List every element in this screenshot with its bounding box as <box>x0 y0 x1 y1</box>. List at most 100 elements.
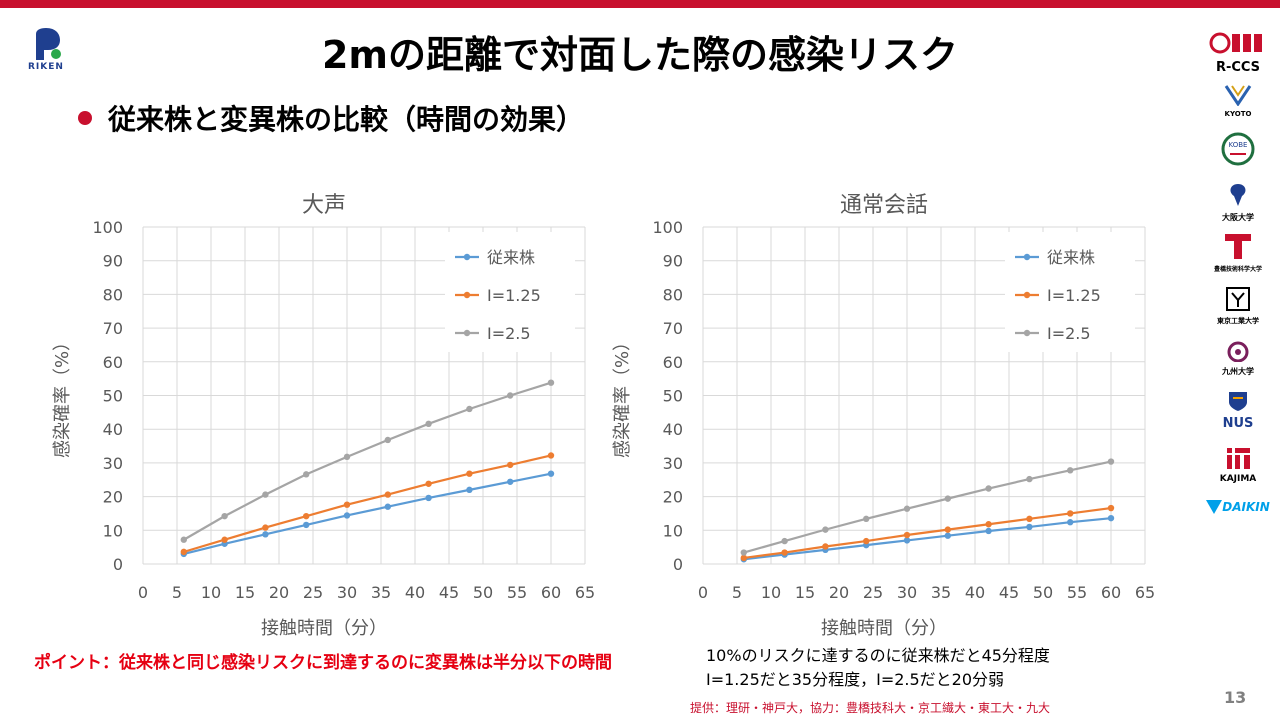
data-point <box>985 485 992 492</box>
data-point <box>822 543 829 550</box>
x-tick-label: 10 <box>201 583 221 602</box>
y-axis-label: 感染確率（%） <box>612 333 633 458</box>
data-point <box>343 453 351 461</box>
data-point <box>303 521 310 529</box>
legend-swatch-marker <box>1023 329 1031 337</box>
data-point <box>507 392 514 399</box>
data-point <box>1067 519 1074 526</box>
toyohashi-logo-text: 豊橋技術科学大学 <box>1213 266 1262 273</box>
kyushu-logo: 九州大学 <box>1200 340 1276 377</box>
x-tick-label: 0 <box>698 583 708 602</box>
data-point <box>221 536 228 543</box>
x-tick-label: 55 <box>1067 583 1087 602</box>
data-point <box>985 521 992 528</box>
point-text: ポイント：従来株と同じ感染リスクに到達するのに変異株は半分以下の時間 <box>34 653 612 673</box>
data-point <box>863 537 870 545</box>
nus-mark-icon <box>1229 392 1247 411</box>
data-point <box>1107 458 1115 465</box>
data-point <box>303 512 310 520</box>
toyohashi-mark-icon <box>1225 234 1251 259</box>
data-point <box>384 436 391 444</box>
x-tick-label: 65 <box>575 583 595 602</box>
x-tick-label: 50 <box>1033 583 1053 602</box>
legend-swatch-marker <box>463 329 471 337</box>
riken-logo-text: RIKEN <box>28 62 64 72</box>
daikin-logo-text: DAIKIN <box>1222 500 1270 514</box>
x-tick-label: 60 <box>541 583 561 602</box>
x-tick-label: 55 <box>507 583 527 602</box>
x-tick-label: 45 <box>999 583 1019 602</box>
chart-normal-conversation: 通常会話 0 10 20 30 40 50 60 70 80 90 100 0 5 10 15 20 25 30 35… <box>612 193 1155 639</box>
rccs-logo: R-CCS <box>1200 30 1276 75</box>
x-tick-label: 20 <box>829 583 849 602</box>
y-tick-label: 100 <box>652 218 683 237</box>
data-point <box>903 531 911 539</box>
series-line <box>743 517 1112 561</box>
kobe-logo: KOBE <box>1200 132 1276 170</box>
x-tick-label: 20 <box>269 583 289 602</box>
data-point <box>507 478 514 485</box>
x-axis-label: 接触時間（分） <box>261 618 387 639</box>
data-point <box>425 494 432 502</box>
y-tick-label: 30 <box>103 454 123 473</box>
x-tick-label: 25 <box>303 583 323 602</box>
bullet-dot-icon <box>78 111 92 125</box>
x-tick-label: 45 <box>439 583 459 602</box>
x-tick-label: 35 <box>931 583 951 602</box>
legend-swatch-marker <box>1023 253 1031 261</box>
data-point <box>466 470 473 477</box>
legend-label: 従来株 <box>487 248 535 267</box>
x-tick-label: 5 <box>732 583 742 602</box>
data-point <box>547 452 555 459</box>
data-point <box>343 512 351 519</box>
page-number: 13 <box>1224 688 1247 707</box>
kyoto-mark-icon <box>1224 85 1252 107</box>
toyohashi-logo: 豊橋技術科学大学 <box>1200 232 1276 273</box>
data-point <box>1026 515 1033 523</box>
data-point <box>781 549 788 556</box>
data-point <box>466 486 473 494</box>
page-title: 2mの距離で対面した際の感染リスク <box>321 33 959 77</box>
legend-swatch-marker <box>463 291 471 299</box>
kobe-mark-icon: KOBE <box>1221 132 1255 166</box>
data-point <box>944 495 951 502</box>
data-point <box>863 515 870 523</box>
credit-text: 提供：理研・神戸大，協力：豊橋技科大・京工繊大・東工大・九大 <box>690 701 1051 715</box>
daikin-logo: DAIKIN <box>1200 500 1276 514</box>
x-tick-label: 50 <box>473 583 493 602</box>
x-tick-label: 40 <box>965 583 985 602</box>
data-point <box>1107 514 1115 522</box>
x-tick-label: 0 <box>138 583 148 602</box>
y-tick-label: 70 <box>103 319 123 338</box>
data-point <box>740 554 747 562</box>
x-tick-label: 40 <box>405 583 425 602</box>
data-point <box>507 461 514 469</box>
note-line-2: I=1.25だと35分程度，I=2.5だと20分弱 <box>706 670 1005 689</box>
x-tick-label: 60 <box>1101 583 1121 602</box>
data-point <box>262 491 269 498</box>
data-point <box>944 532 951 539</box>
legend-label: I=1.25 <box>1047 286 1101 305</box>
data-point <box>547 470 555 477</box>
data-point <box>221 512 228 520</box>
x-tick-label: 10 <box>761 583 781 602</box>
data-point <box>903 505 911 512</box>
x-tick-label: 15 <box>235 583 255 602</box>
x-tick-label: 30 <box>337 583 357 602</box>
data-point <box>781 537 788 545</box>
top-accent-bar <box>0 0 1280 8</box>
x-tick-label: 30 <box>897 583 917 602</box>
x-tick-label: 15 <box>795 583 815 602</box>
riken-mark-icon <box>36 28 61 60</box>
series-line <box>743 506 1112 560</box>
series-line <box>743 460 1112 554</box>
series-line <box>183 472 552 555</box>
note-text: 10%のリスクに達するのに従来株だと45分程度 I=1.25だと35分程度，I=… <box>706 644 1050 692</box>
osaka-logo: 大阪大学 <box>1200 180 1276 223</box>
osaka-mark-icon <box>1230 184 1246 206</box>
tokyo-tech-logo-text: 東京工業大学 <box>1217 317 1259 325</box>
chart-loud-voice: 大声 0 10 20 30 40 50 60 70 80 90 100 0 5 10 15 20 25 30 35 40… <box>52 193 595 639</box>
y-tick-label: 70 <box>663 319 683 338</box>
data-point <box>343 501 351 508</box>
tokyo-tech-mark-icon <box>1226 287 1250 311</box>
